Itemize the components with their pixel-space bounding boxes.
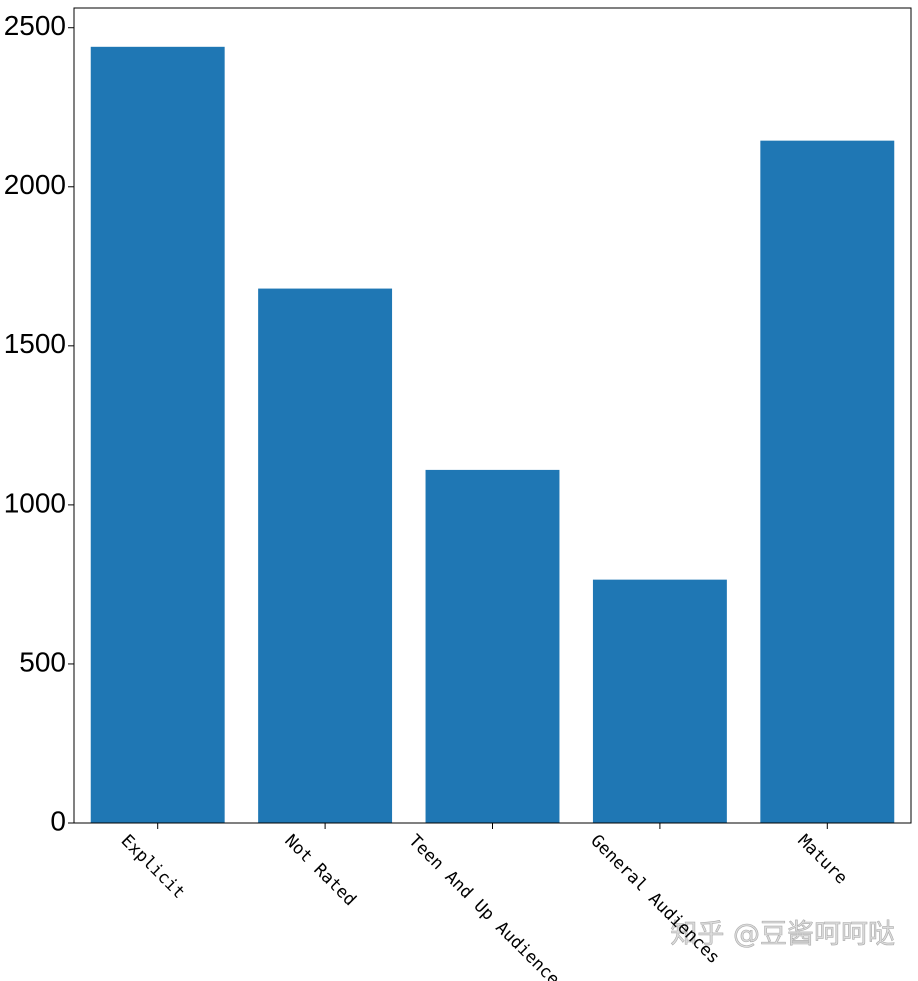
bar	[760, 140, 895, 823]
x-tick-label: General Audiences	[586, 831, 723, 968]
y-tick-label: 0	[50, 805, 66, 836]
y-tick-label: 2500	[4, 10, 66, 41]
x-tick-label: Teen And Up Audiences	[404, 831, 570, 981]
plot-frame	[73, 7, 912, 824]
y-tick-label: 1000	[4, 487, 66, 518]
bar	[258, 288, 393, 824]
watermark: 知乎 @豆酱呵呵哒	[670, 919, 895, 950]
y-tick-label: 2000	[4, 169, 66, 200]
bar	[425, 469, 560, 823]
x-tick-label: Mature	[794, 831, 852, 889]
y-tick-label: 500	[19, 646, 66, 677]
bar	[90, 46, 225, 824]
bar	[592, 579, 727, 823]
x-tick-label: Explicit	[117, 831, 189, 903]
x-tick-label: Not Rated	[281, 831, 360, 910]
y-tick-label: 1500	[4, 328, 66, 359]
